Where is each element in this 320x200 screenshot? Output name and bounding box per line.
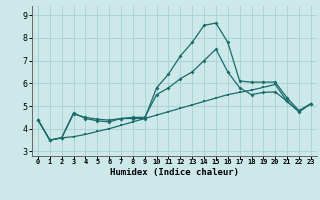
X-axis label: Humidex (Indice chaleur): Humidex (Indice chaleur) bbox=[110, 168, 239, 177]
